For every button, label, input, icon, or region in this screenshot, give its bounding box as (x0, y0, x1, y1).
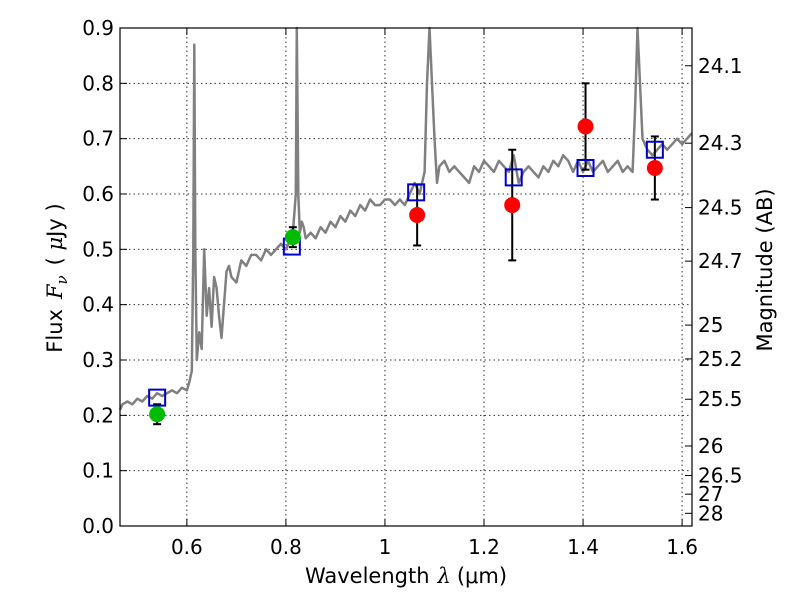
x-tick-label: 0.8 (270, 535, 302, 559)
y-axis-label-sub: ν (53, 275, 71, 284)
y2-tick-label: 26.5 (698, 464, 743, 488)
y2-tick-label: 24.7 (698, 249, 743, 273)
photometry-point (504, 197, 521, 214)
y-axis-label: Flux Fν ( μJy ) (43, 203, 71, 352)
model-photometry-marker (148, 388, 167, 407)
x-tick-label: 1 (379, 535, 392, 559)
y-tick-label: 0.8 (82, 71, 114, 95)
model-photometry-marker (645, 140, 664, 159)
y2-tick-label: 25.2 (698, 347, 743, 371)
x-tick-label: 0.6 (171, 535, 203, 559)
x-tick-label: 1.6 (666, 535, 698, 559)
photometry-point (149, 406, 166, 423)
photometry-point (284, 229, 301, 246)
model-photometry-marker (576, 158, 595, 177)
y2-tick-label: 27 (698, 482, 723, 506)
y2-tick-label: 24.3 (698, 131, 743, 155)
y-tick-label: 0.7 (82, 127, 114, 151)
x-axis-label-unit: (μm) (457, 564, 507, 588)
spectrum-line (118, 26, 693, 411)
x-tick-label: 1.2 (468, 535, 500, 559)
y2-axis-label: Magnitude (AB) (753, 188, 777, 351)
y-tick-label: 0.9 (82, 16, 114, 40)
y-axis-label-var: F (43, 283, 67, 300)
y-tick-label: 0.1 (82, 459, 114, 483)
axis-ticks: 0.6 0.8 1 1.2 1.4 1.6 0.0 0.1 0.2 0.3 0.4 0.5 0.6 0.7… (82, 16, 742, 559)
y2-tick-label: 25 (698, 313, 723, 337)
y-tick-label: 0.3 (82, 348, 114, 372)
y-tick-label: 0.4 (82, 293, 114, 317)
y-axis-label-open: ( (43, 250, 67, 265)
y2-tick-label: 26 (698, 434, 723, 458)
plot-frame (119, 27, 693, 527)
grid-lines (120, 28, 692, 526)
y-axis-label-prefix: Flux (43, 309, 67, 353)
y2-tick-label: 28 (698, 501, 723, 525)
y-tick-label: 0.0 (82, 514, 114, 538)
y-tick-label: 0.5 (82, 237, 114, 261)
model-photometry-marker (504, 168, 523, 187)
y2-tick-label: 24.5 (698, 196, 743, 220)
photometry-point (577, 118, 594, 135)
plot-series (118, 26, 693, 426)
x-axis-label-prefix: Wavelength (305, 564, 430, 588)
y2-tick-label: 24.1 (698, 54, 743, 78)
x-axis-label-var: λ (437, 564, 451, 588)
model-photometry-marker (407, 183, 426, 202)
y-axis-label-unit: Jy ) (43, 203, 67, 239)
photometry-point (646, 159, 663, 176)
y-tick-label: 0.2 (82, 403, 114, 427)
y-tick-label: 0.6 (82, 182, 114, 206)
x-axis-label: Wavelength λ (μm) (305, 564, 507, 588)
y-axis-label-mu: μ (43, 237, 67, 251)
y2-tick-label: 25.5 (698, 387, 743, 411)
photometry-point (409, 207, 426, 224)
x-tick-label: 1.4 (567, 535, 599, 559)
